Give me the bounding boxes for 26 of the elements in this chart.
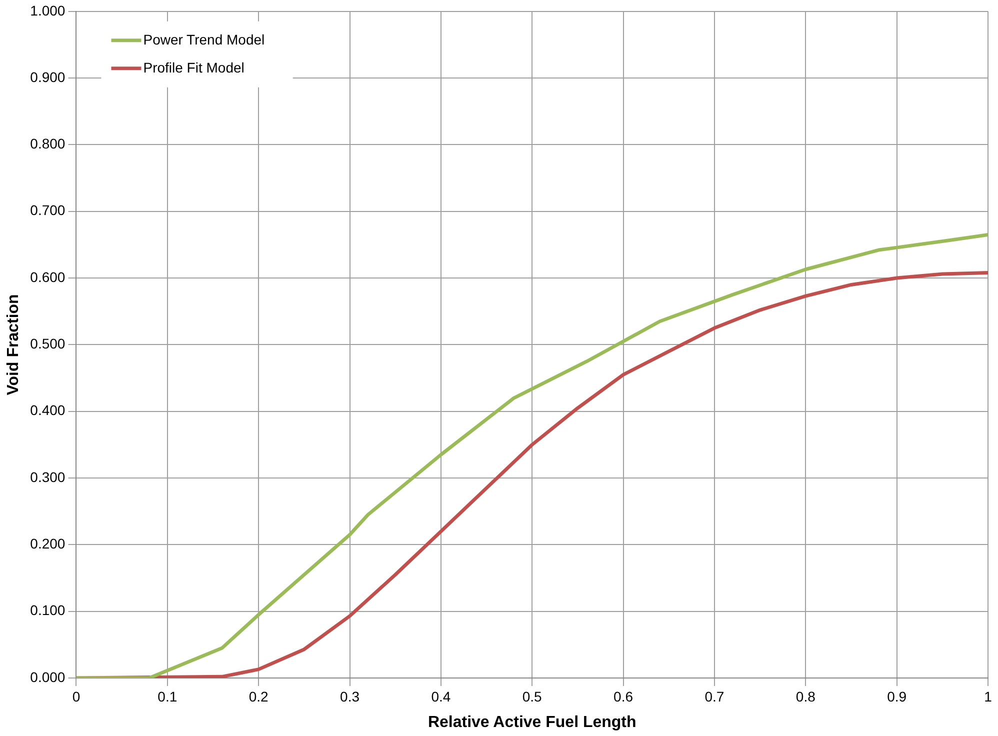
x-tick-label: 0.3	[340, 688, 360, 704]
x-tick-label: 0.6	[614, 688, 634, 704]
y-tick-label: 0.200	[30, 536, 66, 552]
x-tick-label: 0.7	[704, 688, 724, 704]
y-tick-label: 1.000	[30, 2, 66, 18]
x-tick-label: 0.1	[158, 688, 178, 704]
y-tick-label: 0.500	[30, 336, 66, 352]
x-tick-label: 0.4	[431, 688, 451, 704]
y-axis-title: Void Fraction	[5, 294, 22, 396]
x-axis-title: Relative Active Fuel Length	[428, 714, 636, 731]
y-tick-label: 0.300	[30, 468, 66, 485]
y-tick-label: 0.000	[30, 668, 66, 685]
x-tick-label: 0	[72, 688, 80, 704]
x-tick-label: 0.8	[796, 688, 816, 704]
legend-label: Power Trend Model	[143, 31, 265, 48]
x-tick-label: 1	[984, 688, 992, 704]
x-tick-label: 0.9	[887, 688, 907, 704]
y-tick-label: 0.100	[30, 602, 66, 618]
x-tick-label: 0.5	[522, 688, 542, 704]
y-tick-label: 0.400	[30, 402, 66, 418]
y-tick-label: 0.800	[30, 136, 66, 152]
y-tick-label: 0.600	[30, 268, 66, 285]
x-tick-label: 0.2	[248, 688, 269, 704]
legend-label: Profile Fit Model	[143, 59, 244, 76]
y-tick-label: 0.900	[30, 68, 66, 85]
y-tick-label: 0.700	[30, 202, 66, 218]
